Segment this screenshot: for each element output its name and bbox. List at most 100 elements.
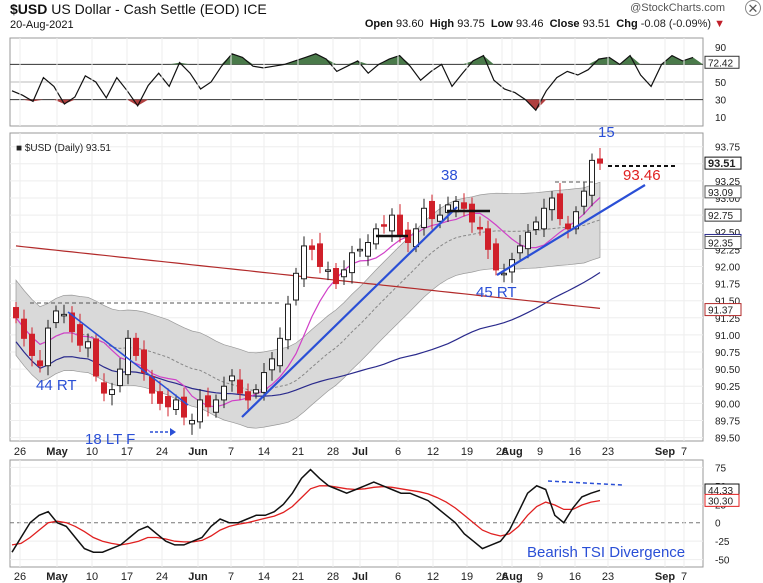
tsi-x-tick: 26: [14, 571, 26, 583]
tsi-last-value: 44.33: [708, 486, 733, 497]
price-candle: [325, 269, 331, 272]
price-candle: [253, 389, 259, 394]
price-candle: [109, 389, 115, 395]
price-last-value: 92.35: [708, 239, 733, 250]
tsi-x-tick: 21: [292, 571, 304, 583]
symbol: $USD: [10, 1, 48, 17]
ma200-line: [15, 245, 601, 309]
rsi-y-tick: 30: [715, 96, 727, 107]
tsi-x-tick: Aug: [501, 571, 522, 583]
price-candle: [397, 214, 403, 237]
price-annotation: 15: [598, 124, 615, 141]
tsi-x-tick: 7: [681, 571, 687, 583]
price-last-value-box: [704, 236, 742, 250]
tsi-x-tick: 16: [569, 571, 581, 583]
tsi-x-tick: Jul: [352, 571, 368, 583]
chg-value: -0.08 (-0.09%): [640, 18, 712, 30]
price-x-tick: 14: [258, 446, 270, 458]
tsi-x-tick: Sep: [655, 571, 675, 583]
tsi-x-tick: 17: [121, 571, 133, 583]
price-y-tick: 90.75: [715, 348, 740, 359]
trendline-44rt: [241, 206, 458, 418]
price-candle: [197, 399, 203, 423]
price-x-tick: Sep: [655, 446, 675, 458]
price-candle: [133, 337, 139, 356]
price-candle: [541, 207, 547, 230]
tsi-y-tick: -50: [715, 556, 730, 567]
tsi-divergence-line: [547, 480, 624, 486]
price-candle: [517, 245, 523, 254]
price-y-tick: 93.75: [715, 143, 740, 154]
price-candle: [205, 395, 211, 408]
trendline-falling: [67, 311, 189, 406]
price-candle: [493, 243, 499, 271]
low-label: Low: [490, 18, 513, 30]
price-candle: [597, 158, 603, 164]
tsi-x-tick: 19: [461, 571, 473, 583]
price-candle: [581, 190, 587, 207]
price-x-tick: 12: [427, 446, 439, 458]
price-x-tick: 26: [14, 446, 26, 458]
down-triangle-icon: ▼: [714, 18, 725, 30]
tsi-x-tick: 9: [537, 571, 543, 583]
tsi-x-tick: 26: [496, 571, 508, 583]
price-candle: [229, 375, 235, 382]
price-x-tick: 9: [537, 446, 543, 458]
price-annotation: 38: [441, 167, 458, 184]
price-candle: [309, 245, 315, 250]
price-candle: [469, 203, 475, 223]
price-candle: [181, 396, 187, 418]
price-candle: [381, 224, 387, 227]
price-x-tick: 19: [461, 446, 473, 458]
price-x-tick: 26: [496, 446, 508, 458]
price-x-tick: 24: [156, 446, 168, 458]
tsi-last-value-box: [704, 493, 740, 507]
price-x-tick: May: [46, 446, 68, 458]
price-last-value: 92.75: [708, 211, 733, 222]
rsi-y-tick: 10: [715, 113, 727, 124]
price-y-tick: 92.25: [715, 245, 740, 256]
tsi-x-tick: 10: [86, 571, 98, 583]
price-candle: [93, 338, 99, 377]
price-last-value-box: [704, 156, 742, 170]
price-annotation: 45 RT: [476, 284, 517, 301]
price-candle: [13, 307, 19, 319]
copyright[interactable]: @StockCharts.com: [630, 2, 725, 14]
price-y-tick: 91.25: [715, 314, 740, 325]
price-candle: [549, 197, 555, 211]
price-candle: [357, 248, 363, 252]
price-last-value-box: [704, 185, 742, 199]
price-x-tick: Aug: [501, 446, 522, 458]
price-x-tick: Jul: [352, 446, 368, 458]
exchange: ICE: [243, 1, 267, 17]
ma20-line: [15, 219, 601, 392]
low-value: 93.46: [515, 18, 544, 30]
price-candle: [237, 379, 243, 394]
tsi-x-tick: 28: [327, 571, 339, 583]
rsi-oversold-fill: [10, 99, 703, 111]
price-candle: [101, 382, 107, 394]
price-candle: [589, 159, 595, 196]
chg-label: Chg: [616, 18, 638, 30]
price-legend: ■ $USD (Daily) 93.51: [16, 143, 111, 154]
chart-date: 20-Aug-2021: [10, 19, 74, 31]
tsi-panel-frame: [9, 459, 704, 568]
price-candle: [389, 214, 395, 232]
price-candle: [189, 419, 195, 425]
tsi-y-tick: 75: [715, 463, 727, 474]
price-panel-frame: [9, 132, 704, 442]
price-x-tick: 7: [681, 446, 687, 458]
price-candle: [53, 310, 59, 324]
price-candle: [77, 324, 83, 346]
price-candle: [61, 313, 67, 317]
price-y-tick: 93.00: [715, 194, 740, 205]
price-y-tick: 90.00: [715, 399, 740, 410]
price-candle: [437, 214, 443, 222]
price-y-tick: 92.00: [715, 262, 740, 273]
ohlc-summary: Open 93.60 High 93.75 Low 93.46 Close 93…: [365, 18, 725, 30]
close-icon[interactable]: ✕: [745, 0, 761, 16]
close-label: Close: [549, 18, 580, 30]
price-x-tick: 23: [602, 446, 614, 458]
price-candle: [285, 303, 291, 341]
